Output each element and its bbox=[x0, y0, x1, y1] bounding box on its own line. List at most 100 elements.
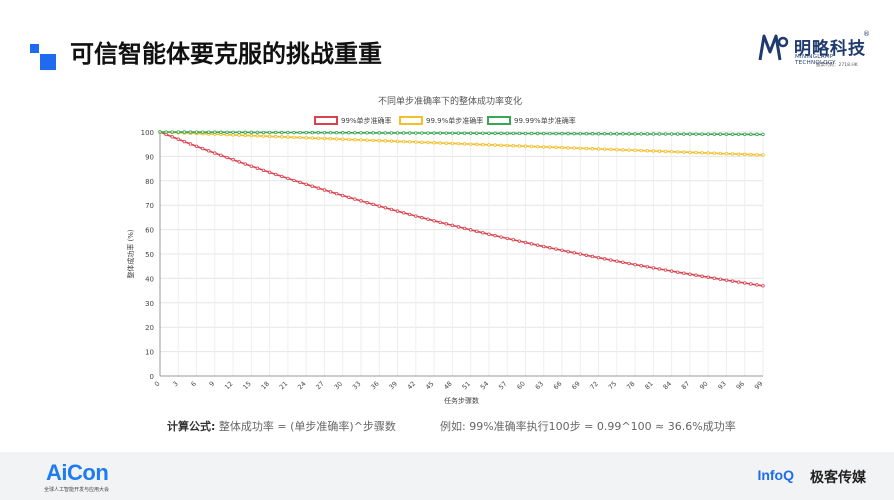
data-point bbox=[395, 139, 400, 144]
data-point bbox=[468, 228, 473, 232]
data-point bbox=[590, 254, 595, 259]
data-point bbox=[718, 132, 723, 136]
data-point bbox=[724, 151, 729, 156]
data-point bbox=[743, 281, 747, 285]
data-point bbox=[542, 244, 546, 249]
y-tick-label: 70 bbox=[145, 202, 154, 210]
data-point bbox=[170, 130, 174, 134]
x-tick-label: 75 bbox=[607, 380, 619, 392]
x-tick-label: 21 bbox=[278, 380, 290, 392]
x-tick-label: 81 bbox=[643, 380, 655, 392]
x-tick-label: 78 bbox=[625, 380, 637, 392]
data-point bbox=[548, 145, 552, 149]
data-point bbox=[267, 130, 272, 135]
data-point bbox=[286, 135, 290, 139]
data-point bbox=[645, 132, 649, 136]
data-point bbox=[736, 132, 741, 137]
data-point bbox=[645, 265, 649, 269]
data-point bbox=[669, 149, 674, 154]
data-point bbox=[621, 148, 625, 152]
data-point bbox=[602, 147, 607, 151]
data-point bbox=[481, 142, 485, 147]
data-point bbox=[359, 199, 363, 203]
data-point bbox=[249, 130, 254, 135]
data-point bbox=[743, 152, 747, 157]
data-point bbox=[493, 143, 497, 147]
data-point bbox=[182, 130, 187, 134]
x-tick-label: 54 bbox=[479, 380, 491, 392]
data-point bbox=[450, 141, 455, 146]
data-point bbox=[213, 151, 217, 155]
data-point bbox=[749, 282, 753, 286]
data-point bbox=[730, 279, 735, 283]
x-tick-label: 96 bbox=[735, 380, 747, 392]
x-tick-label: 6 bbox=[189, 380, 198, 389]
data-point bbox=[529, 242, 534, 246]
data-point bbox=[249, 164, 254, 168]
data-point bbox=[511, 238, 515, 242]
data-point bbox=[377, 204, 381, 208]
legend-label: 99.9%单步准确率 bbox=[426, 116, 483, 125]
x-tick-label: 51 bbox=[461, 380, 473, 392]
data-point bbox=[438, 141, 442, 145]
title-accent-icon bbox=[30, 44, 56, 70]
data-point bbox=[517, 144, 522, 148]
x-tick-label: 27 bbox=[314, 380, 326, 392]
data-point bbox=[682, 150, 686, 154]
x-tick-label: 39 bbox=[387, 380, 399, 392]
data-point bbox=[316, 136, 321, 140]
data-point bbox=[560, 248, 564, 253]
data-point bbox=[280, 174, 284, 179]
chart-container: 不同单步准确率下的整体成功率变化 0 10 20 30 40 50 60 70 80 90 100 0… bbox=[120, 90, 780, 410]
data-point bbox=[493, 233, 497, 238]
data-point bbox=[298, 130, 302, 135]
data-point bbox=[347, 131, 351, 135]
data-point bbox=[475, 131, 479, 135]
data-point bbox=[432, 131, 436, 135]
data-point bbox=[584, 253, 589, 257]
data-point bbox=[408, 140, 412, 144]
data-point bbox=[274, 130, 278, 135]
data-point bbox=[676, 150, 680, 154]
infoq-logo: InfoQ bbox=[757, 467, 794, 483]
data-point bbox=[676, 270, 680, 274]
data-point bbox=[596, 255, 601, 260]
y-tick-label: 30 bbox=[145, 300, 154, 308]
data-point bbox=[621, 132, 625, 136]
data-point bbox=[481, 131, 485, 135]
data-point bbox=[164, 130, 168, 134]
data-point bbox=[328, 190, 333, 194]
data-point bbox=[456, 131, 461, 135]
data-point bbox=[438, 131, 442, 135]
data-point bbox=[688, 150, 692, 155]
data-point bbox=[700, 274, 704, 278]
y-tick-label: 90 bbox=[145, 153, 154, 161]
data-point bbox=[365, 200, 369, 205]
data-point bbox=[712, 151, 716, 155]
data-point bbox=[499, 235, 503, 239]
data-point bbox=[548, 246, 552, 250]
y-tick-label: 50 bbox=[145, 251, 154, 259]
data-point bbox=[682, 132, 686, 136]
x-tick-label: 93 bbox=[716, 380, 728, 392]
data-point bbox=[535, 131, 540, 136]
data-point bbox=[730, 152, 735, 156]
brand-logo: 明略科技 ® MININGLAMP TECHNOLOGY 股票代码：2718.H… bbox=[756, 28, 870, 74]
x-tick-label: 24 bbox=[296, 380, 308, 392]
data-point bbox=[194, 130, 199, 134]
x-tick-label: 84 bbox=[662, 380, 674, 392]
data-point bbox=[590, 147, 595, 151]
data-point bbox=[651, 149, 656, 153]
x-tick-label: 99 bbox=[753, 380, 765, 392]
data-point bbox=[621, 260, 625, 265]
x-tick-label: 30 bbox=[333, 380, 345, 392]
data-point bbox=[353, 131, 357, 135]
data-point bbox=[615, 259, 619, 263]
data-point bbox=[304, 136, 308, 140]
data-point bbox=[414, 131, 418, 135]
x-tick-label: 36 bbox=[369, 380, 381, 392]
data-point bbox=[237, 130, 241, 135]
data-point bbox=[578, 252, 582, 256]
brand-name: 明略科技 bbox=[794, 39, 866, 59]
data-point bbox=[462, 226, 467, 231]
